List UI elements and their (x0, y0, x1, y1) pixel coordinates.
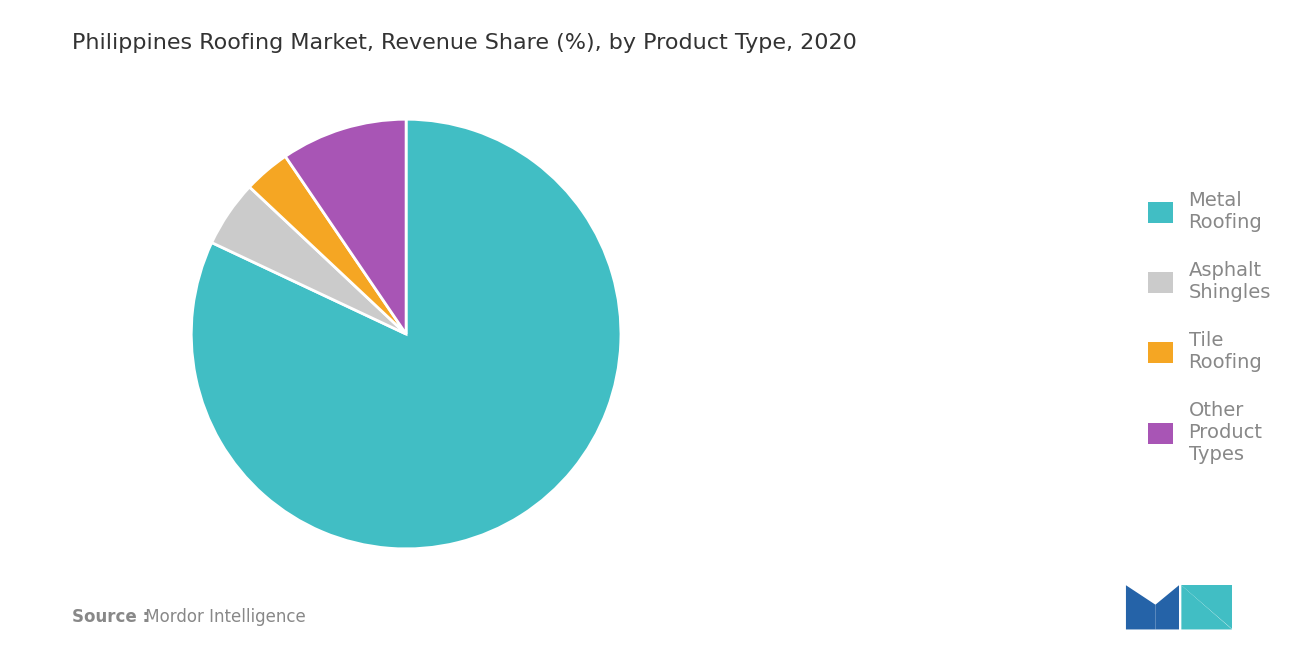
Wedge shape (249, 157, 406, 334)
Text: Philippines Roofing Market, Revenue Share (%), by Product Type, 2020: Philippines Roofing Market, Revenue Shar… (72, 33, 857, 53)
Polygon shape (1155, 586, 1179, 629)
Wedge shape (191, 119, 621, 549)
Text: Mordor Intelligence: Mordor Intelligence (140, 608, 307, 626)
Polygon shape (1182, 586, 1231, 629)
Legend: Metal
Roofing, Asphalt
Shingles, Tile
Roofing, Other
Product
Types: Metal Roofing, Asphalt Shingles, Tile Ro… (1138, 181, 1281, 474)
Text: Source :: Source : (72, 608, 149, 626)
Wedge shape (286, 119, 406, 334)
Polygon shape (1125, 586, 1155, 629)
Polygon shape (1182, 586, 1231, 629)
Wedge shape (212, 187, 406, 334)
